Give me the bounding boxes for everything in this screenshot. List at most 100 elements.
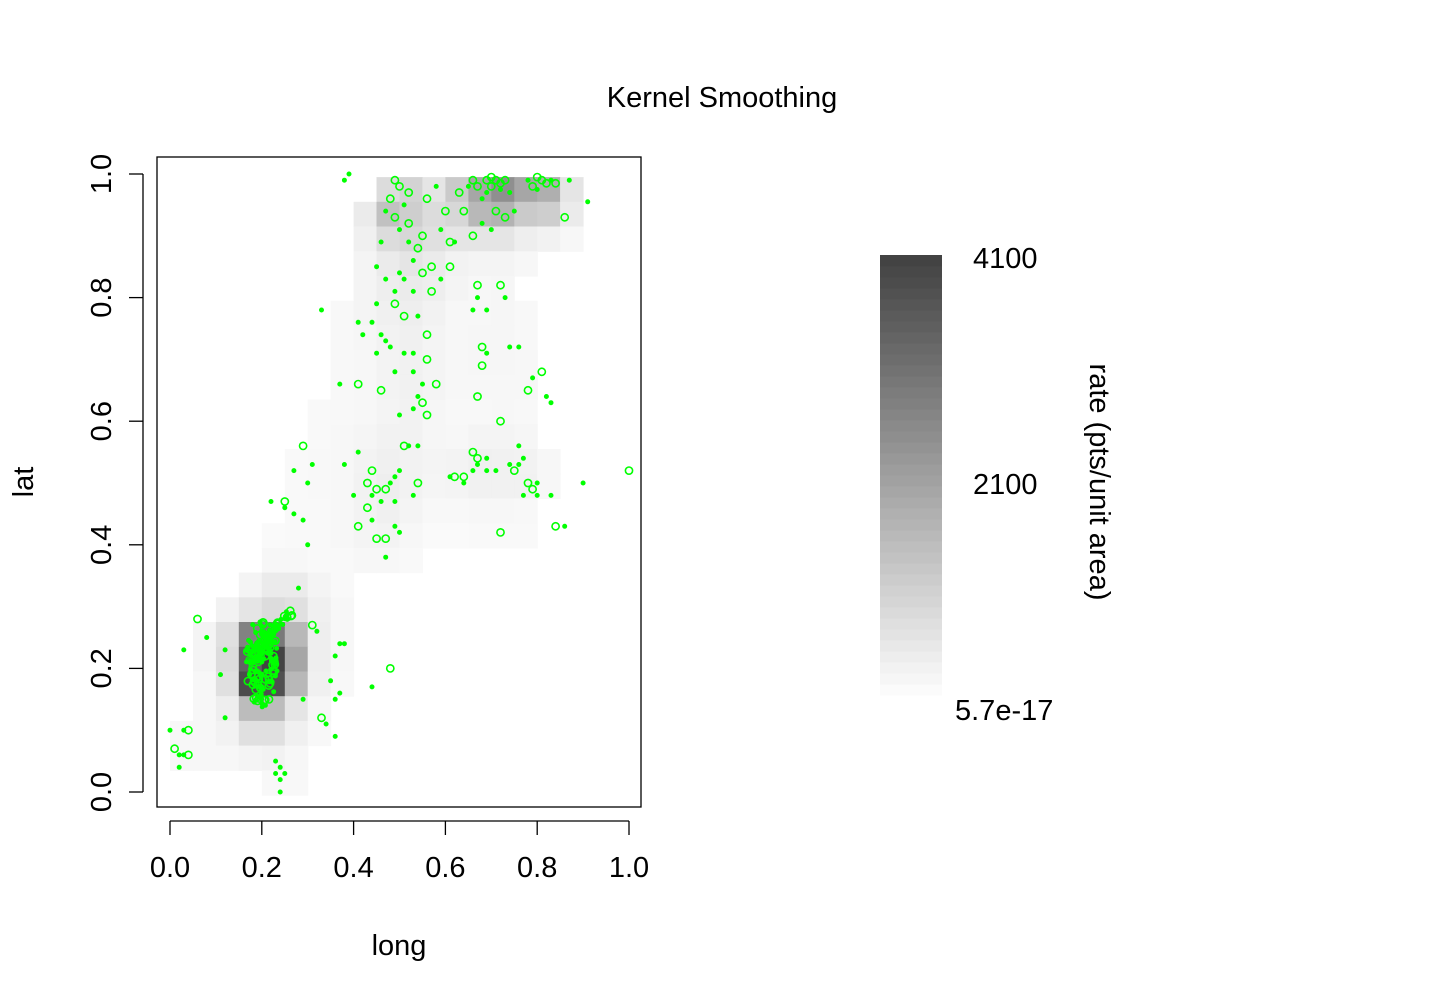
data-point bbox=[473, 392, 482, 401]
data-point bbox=[392, 288, 398, 294]
data-point bbox=[273, 655, 279, 661]
data-point bbox=[418, 268, 427, 278]
colorbar-step bbox=[880, 343, 942, 355]
data-point bbox=[500, 175, 510, 185]
y-tick-label: 0.6 bbox=[86, 401, 118, 441]
data-point bbox=[500, 212, 510, 222]
data-point bbox=[255, 641, 265, 651]
data-point bbox=[516, 461, 522, 467]
data-point bbox=[277, 777, 283, 783]
data-point bbox=[468, 175, 478, 185]
density-cell bbox=[284, 449, 309, 475]
density-cell bbox=[193, 720, 217, 747]
data-point bbox=[422, 410, 432, 420]
colorbar-step bbox=[880, 673, 942, 685]
density-cell bbox=[399, 547, 423, 574]
data-point bbox=[511, 208, 517, 214]
colorbar-step bbox=[880, 596, 942, 608]
density-cell bbox=[537, 226, 561, 252]
density-cell bbox=[215, 696, 240, 722]
data-point bbox=[381, 484, 391, 494]
density-cell bbox=[491, 374, 515, 401]
density-cell bbox=[330, 374, 355, 401]
density-cell bbox=[514, 523, 538, 549]
data-point bbox=[585, 199, 591, 205]
data-point bbox=[298, 441, 308, 451]
density-cell bbox=[445, 449, 469, 475]
x-axis: 0.0 0.2 0.4 0.6 0.8 1.0 bbox=[150, 820, 649, 884]
density-cell bbox=[422, 523, 446, 549]
data-point bbox=[305, 480, 311, 486]
density-cell bbox=[261, 547, 286, 574]
density-cell bbox=[399, 399, 423, 425]
data-point bbox=[396, 529, 402, 535]
data-point bbox=[427, 286, 436, 296]
data-point bbox=[247, 672, 253, 678]
x-tick-label: 0.8 bbox=[517, 852, 557, 884]
data-point bbox=[242, 647, 252, 656]
data-point bbox=[454, 188, 464, 197]
x-tick-label: 0.0 bbox=[150, 852, 190, 884]
density-cell bbox=[238, 720, 263, 747]
density-cell bbox=[422, 177, 446, 203]
data-point bbox=[387, 480, 393, 486]
data-point bbox=[369, 492, 375, 498]
data-point bbox=[624, 466, 634, 475]
data-point bbox=[385, 194, 395, 204]
data-point bbox=[252, 624, 262, 633]
density-cell bbox=[514, 300, 538, 326]
data-point bbox=[496, 280, 505, 290]
data-point bbox=[372, 534, 381, 543]
data-point bbox=[183, 750, 193, 760]
data-point bbox=[474, 295, 480, 301]
data-point bbox=[497, 187, 503, 193]
colorbar-step bbox=[880, 321, 942, 333]
density-cell bbox=[376, 547, 400, 574]
x-tick-label: 0.4 bbox=[333, 852, 373, 884]
density-cell bbox=[284, 547, 309, 574]
density-cell bbox=[422, 300, 446, 326]
data-point bbox=[438, 227, 444, 233]
data-point bbox=[252, 668, 258, 674]
density-cell bbox=[491, 473, 515, 499]
data-point bbox=[410, 350, 416, 356]
colorbar-step bbox=[880, 585, 942, 597]
density-cell bbox=[330, 424, 355, 450]
density-cell bbox=[422, 473, 446, 499]
data-point bbox=[246, 637, 252, 643]
density-cell bbox=[399, 498, 423, 524]
colorbar-step bbox=[880, 574, 942, 586]
data-point bbox=[248, 659, 254, 665]
density-cell bbox=[238, 745, 263, 771]
density-cell bbox=[468, 424, 492, 450]
data-point bbox=[309, 461, 315, 467]
data-point bbox=[300, 517, 306, 523]
density-cell bbox=[284, 696, 309, 722]
data-point bbox=[479, 196, 485, 202]
data-point bbox=[204, 634, 210, 640]
density-cell bbox=[353, 547, 378, 574]
density-cell bbox=[445, 300, 469, 326]
data-point bbox=[410, 492, 416, 498]
data-point bbox=[452, 239, 458, 245]
colorbar-step bbox=[880, 486, 942, 498]
density-cell bbox=[284, 720, 309, 747]
colorbar-step bbox=[880, 464, 942, 476]
data-point bbox=[415, 393, 421, 399]
x-axis-label: long bbox=[372, 930, 427, 962]
density-cell bbox=[261, 745, 286, 771]
colorbar-step bbox=[880, 662, 942, 674]
density-cell bbox=[307, 449, 332, 475]
density-cell bbox=[399, 325, 423, 351]
data-point bbox=[291, 511, 297, 517]
data-point bbox=[355, 319, 361, 325]
data-point bbox=[250, 622, 256, 628]
colorbar-step bbox=[880, 255, 942, 267]
density-cell bbox=[215, 745, 240, 771]
colorbar-max-label: 4100 bbox=[973, 243, 1038, 275]
density-cell bbox=[307, 547, 332, 574]
data-point bbox=[383, 554, 389, 560]
colorbar-step bbox=[880, 684, 942, 696]
colorbar-step bbox=[880, 552, 942, 564]
density-cell bbox=[353, 276, 378, 302]
